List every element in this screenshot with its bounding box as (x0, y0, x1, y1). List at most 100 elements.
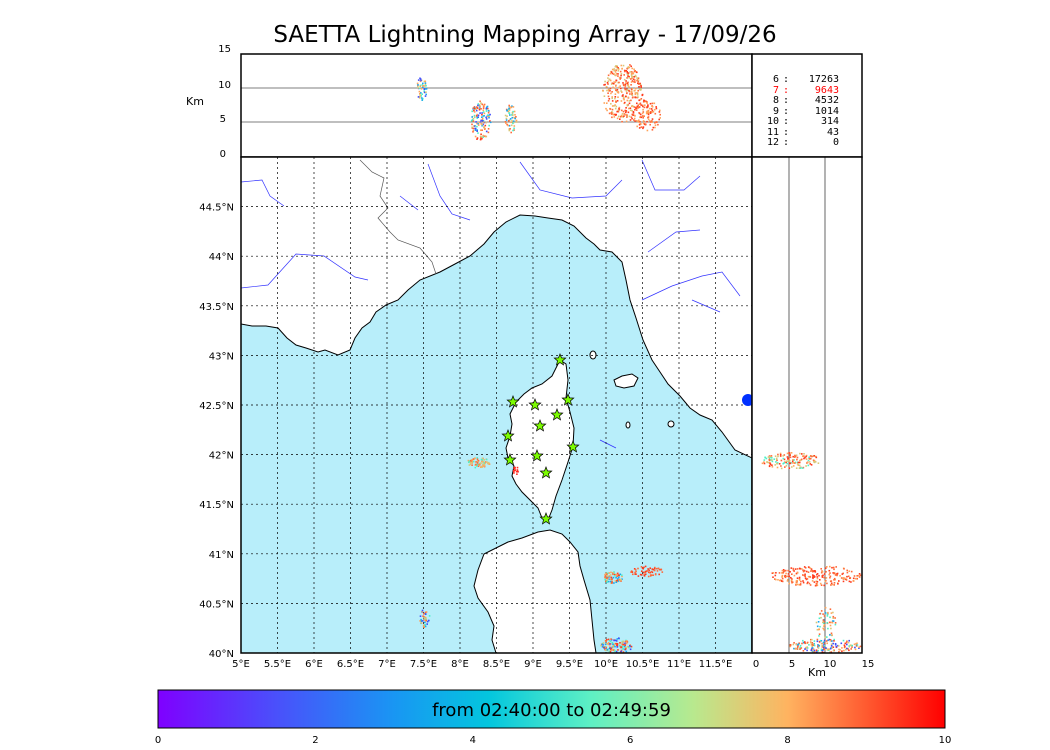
lightning-source (422, 86, 424, 89)
lightning-source (638, 99, 640, 102)
lightning-source (793, 642, 795, 644)
lightning-source (504, 114, 507, 117)
lightning-source (510, 124, 513, 127)
lightning-source (839, 649, 841, 651)
lightning-source (820, 640, 823, 642)
lightning-source (650, 108, 653, 110)
lightning-source (805, 646, 808, 649)
lightning-source (610, 113, 613, 115)
lightning-source (642, 108, 644, 111)
lightning-source (618, 81, 620, 84)
lightning-source (626, 114, 628, 116)
lightning-source (763, 461, 765, 463)
lightning-source (780, 580, 783, 582)
lightning-source (637, 96, 639, 98)
lightning-source (842, 572, 844, 575)
lightning-source (788, 460, 791, 462)
lightning-source (475, 114, 478, 117)
lightning-source (639, 102, 642, 105)
lightning-source (636, 71, 638, 74)
lightning-source (843, 649, 845, 652)
lightning-source (654, 122, 656, 124)
lightning-source (622, 94, 624, 96)
stats-panel (751, 53, 863, 158)
lightning-source (790, 452, 793, 454)
lightning-source (487, 131, 490, 134)
lightning-source (789, 462, 791, 464)
lightning-source (781, 569, 784, 572)
lightning-source (477, 103, 480, 105)
lightning-source (632, 112, 635, 114)
side-scatter (761, 452, 862, 654)
lightning-source (850, 581, 852, 583)
lightning-source (622, 82, 624, 84)
lightning-source (797, 461, 800, 464)
lightning-source (811, 638, 813, 641)
lightning-source (630, 99, 632, 102)
stat-stations: 9 (772, 105, 779, 117)
stat-count: 9643 (814, 84, 839, 96)
lightning-source (637, 79, 640, 81)
lightning-source (629, 93, 631, 95)
lightning-source (846, 571, 849, 574)
lightning-source (811, 645, 813, 648)
lightning-source (811, 647, 814, 649)
lightning-source (608, 650, 611, 653)
lightning-source (608, 639, 611, 642)
lightning-source (616, 66, 618, 68)
lightning-source (422, 97, 424, 100)
lightning-source (618, 576, 620, 578)
lightning-source (837, 644, 839, 647)
lightning-source (608, 112, 611, 115)
lightning-source (821, 571, 824, 573)
lightning-source (621, 113, 624, 115)
lightning-source (617, 96, 619, 98)
lightning-source (822, 621, 824, 624)
lightning-source (790, 577, 792, 579)
lightning-source (420, 79, 422, 82)
lightning-source (651, 109, 654, 112)
lightning-source (619, 85, 621, 87)
lightning-source (812, 455, 815, 457)
lightning-source (604, 576, 606, 578)
lightning-source (622, 116, 624, 118)
stat-count: 1014 (814, 105, 839, 117)
lightning-source (617, 70, 620, 72)
lightning-source (469, 459, 472, 462)
lightning-source (637, 567, 639, 570)
lightning-source (808, 644, 810, 646)
lightning-source (513, 110, 516, 113)
lightning-source (832, 620, 835, 622)
lightning-source (659, 113, 661, 116)
lightning-source (651, 571, 654, 574)
lightning-source (853, 575, 856, 577)
lightning-source (482, 115, 484, 117)
lightning-source (607, 80, 610, 83)
lightning-source (630, 645, 633, 648)
lightning-source (781, 576, 783, 578)
lightning-source (603, 102, 606, 104)
lightning-source (850, 570, 853, 573)
side-panel (751, 156, 863, 654)
lightning-source (808, 461, 811, 463)
lightning-source (620, 77, 622, 79)
lightning-source (622, 645, 624, 648)
lightning-source (791, 581, 794, 583)
lightning-source (621, 91, 623, 93)
lightning-source (808, 582, 811, 585)
lightning-source (515, 470, 518, 473)
lightning-source (805, 455, 807, 458)
lightning-source (812, 459, 815, 462)
lightning-source (796, 568, 799, 570)
lightning-source (823, 615, 826, 617)
giglio-island (667, 420, 675, 428)
lightning-source (798, 578, 801, 580)
lightning-source (817, 646, 820, 648)
lightning-source (831, 583, 834, 586)
lightning-source (476, 465, 478, 467)
lightning-source (424, 95, 427, 97)
lightning-source (818, 633, 821, 635)
lightning-source (659, 117, 661, 119)
colorbar-tick-label: 2 (312, 735, 318, 746)
lightning-source (792, 465, 795, 467)
